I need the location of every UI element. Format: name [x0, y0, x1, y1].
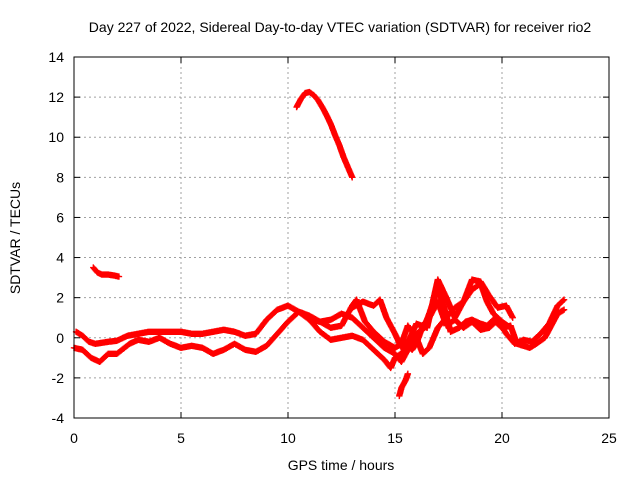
x-tick-label: 0 — [70, 430, 78, 446]
series-marks — [293, 88, 356, 181]
data-points — [70, 88, 568, 400]
chart-title: Day 227 of 2022, Sidereal Day-to-day VTE… — [89, 19, 592, 35]
y-tick-label: 0 — [56, 330, 64, 346]
grid-lines — [74, 57, 609, 418]
series-early-segment — [90, 264, 123, 280]
plot-area-frame — [73, 56, 610, 419]
x-tick-label: 25 — [601, 430, 617, 446]
x-tick-label: 20 — [494, 430, 510, 446]
x-tick-label: 10 — [280, 430, 296, 446]
y-tick-label: 6 — [56, 209, 64, 225]
x-tick-labels: 0 5 10 15 20 25 — [70, 430, 617, 446]
y-tick-label: 4 — [56, 250, 64, 266]
y-tick-label: 12 — [48, 89, 64, 105]
y-tick-label: 10 — [48, 129, 64, 145]
x-tick-label: 5 — [177, 430, 185, 446]
series-marks — [90, 264, 123, 280]
y-tick-label: -4 — [52, 410, 65, 426]
y-tick-label: 2 — [56, 290, 64, 306]
y-tick-label: -2 — [52, 370, 65, 386]
x-tick-label: 15 — [387, 430, 403, 446]
series-marks — [396, 370, 412, 400]
series-marks — [349, 296, 568, 353]
series-main-d — [349, 296, 568, 353]
series-high-arc — [293, 88, 356, 181]
y-tick-label: 8 — [56, 169, 64, 185]
y-axis-label: SDTVAR / TECUs — [7, 182, 23, 294]
axis-ticks — [73, 56, 610, 419]
y-tick-label: 14 — [48, 49, 64, 65]
x-axis-label: GPS time / hours — [288, 457, 395, 473]
series-dip — [396, 370, 412, 400]
y-tick-labels: -4 -2 0 2 4 6 8 10 12 14 — [48, 49, 64, 426]
